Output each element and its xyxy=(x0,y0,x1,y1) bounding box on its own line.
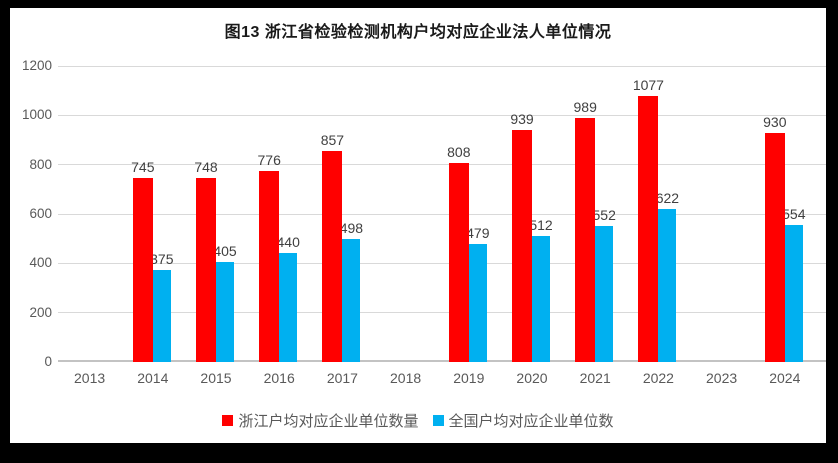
y-tick-label-1000: 1000 xyxy=(21,107,52,123)
legend-label-national: 全国户均对应企业单位数 xyxy=(448,413,614,430)
bar-label-zhejiang-2016: 776 xyxy=(257,151,281,168)
y-tick-label-1200: 1200 xyxy=(21,58,52,73)
bar-zhejiang-2020 xyxy=(512,130,532,362)
bar-label-national-2022: 622 xyxy=(655,189,680,206)
legend: 浙江户均对应企业单位数量 全国户均对应企业单位数 xyxy=(10,410,826,431)
bar-national-2015 xyxy=(216,262,234,362)
gridline-1000 xyxy=(58,114,826,116)
legend-label-zhejiang: 浙江户均对应企业单位数量 xyxy=(238,413,419,430)
x-tick-label-2024: 2024 xyxy=(769,370,801,386)
y-tick-label-800: 800 xyxy=(29,156,52,172)
bar-zhejiang-2014 xyxy=(132,178,153,362)
x-tick-label-2021: 2021 xyxy=(579,370,611,386)
bar-label-national-2021: 552 xyxy=(592,206,616,223)
bar-national-2022 xyxy=(658,208,677,362)
bar-zhejiang-2019 xyxy=(448,162,469,362)
x-tick-label-2019: 2019 xyxy=(453,370,485,386)
bar-national-2019 xyxy=(468,243,487,362)
bar-label-zhejiang-2019: 808 xyxy=(447,143,471,160)
bar-label-zhejiang-2024: 930 xyxy=(763,113,787,130)
bar-zhejiang-2021 xyxy=(575,118,596,362)
chart-window: 图13 浙江省检验检测机构户均对应企业法人单位情况 745 375 748 405 77… xyxy=(10,8,826,443)
x-tick-label-2018: 2018 xyxy=(390,370,422,386)
bar-label-zhejiang-2022: 1077 xyxy=(632,77,664,94)
gridline-1200 xyxy=(58,65,826,67)
gridline-200 xyxy=(58,312,826,314)
bar-zhejiang-2015 xyxy=(196,177,216,362)
bar-national-2021 xyxy=(595,225,614,362)
x-tick-label-2020: 2020 xyxy=(516,370,548,386)
x-tick-label-2016: 2016 xyxy=(263,370,295,386)
bar-zhejiang-2024 xyxy=(764,132,785,362)
x-tick-label-2023: 2023 xyxy=(706,370,738,386)
gridline-0 xyxy=(58,360,826,362)
x-tick-label-2015: 2015 xyxy=(200,370,232,386)
bar-label-zhejiang-2015: 748 xyxy=(194,158,218,175)
legend-swatch-national xyxy=(432,415,444,426)
gridline-600 xyxy=(58,213,826,215)
bar-label-national-2019: 479 xyxy=(466,224,490,241)
bar-zhejiang-2016 xyxy=(259,170,280,362)
x-tick-label-2013: 2013 xyxy=(74,370,106,386)
chart-title: 图13 浙江省检验检测机构户均对应企业法人单位情况 xyxy=(224,24,612,41)
legend-item-national: 全国户均对应企业单位数 xyxy=(432,410,614,431)
y-tick-label-0: 0 xyxy=(44,354,52,369)
bar-label-national-2016: 440 xyxy=(276,234,300,251)
y-tick-label-600: 600 xyxy=(29,206,52,221)
x-tick-label-2022: 2022 xyxy=(642,370,674,386)
legend-swatch-zhejiang xyxy=(222,415,234,426)
bar-label-zhejiang-2014: 745 xyxy=(131,159,155,176)
bar-label-national-2014: 375 xyxy=(150,250,174,267)
bar-national-2024 xyxy=(784,225,803,362)
x-tick-label-2014: 2014 xyxy=(137,370,169,386)
y-tick-label-400: 400 xyxy=(29,255,52,271)
bar-label-national-2024: 554 xyxy=(782,206,806,223)
bar-label-national-2017: 498 xyxy=(339,220,364,237)
bar-label-zhejiang-2017: 857 xyxy=(320,131,345,148)
bar-national-2014 xyxy=(152,269,171,362)
bar-national-2016 xyxy=(279,253,298,362)
bar-zhejiang-2022 xyxy=(638,96,659,362)
bar-label-zhejiang-2020: 939 xyxy=(510,111,534,128)
gridline-800 xyxy=(58,164,826,166)
bar-label-national-2015: 405 xyxy=(213,243,237,260)
bar-national-2020 xyxy=(532,235,550,362)
y-tick-label-200: 200 xyxy=(29,304,52,320)
gridline-400 xyxy=(58,262,826,264)
legend-item-zhejiang: 浙江户均对应企业单位数量 xyxy=(222,410,419,431)
bar-label-national-2020: 512 xyxy=(529,216,553,233)
x-tick-label-2017: 2017 xyxy=(326,370,358,386)
bar-label-zhejiang-2021: 989 xyxy=(573,99,597,116)
bar-zhejiang-2017 xyxy=(322,150,343,362)
bar-national-2017 xyxy=(342,239,361,362)
plot-area: 745 375 748 405 776 440 857 498 808 479 939 512 989 5… xyxy=(58,65,826,362)
